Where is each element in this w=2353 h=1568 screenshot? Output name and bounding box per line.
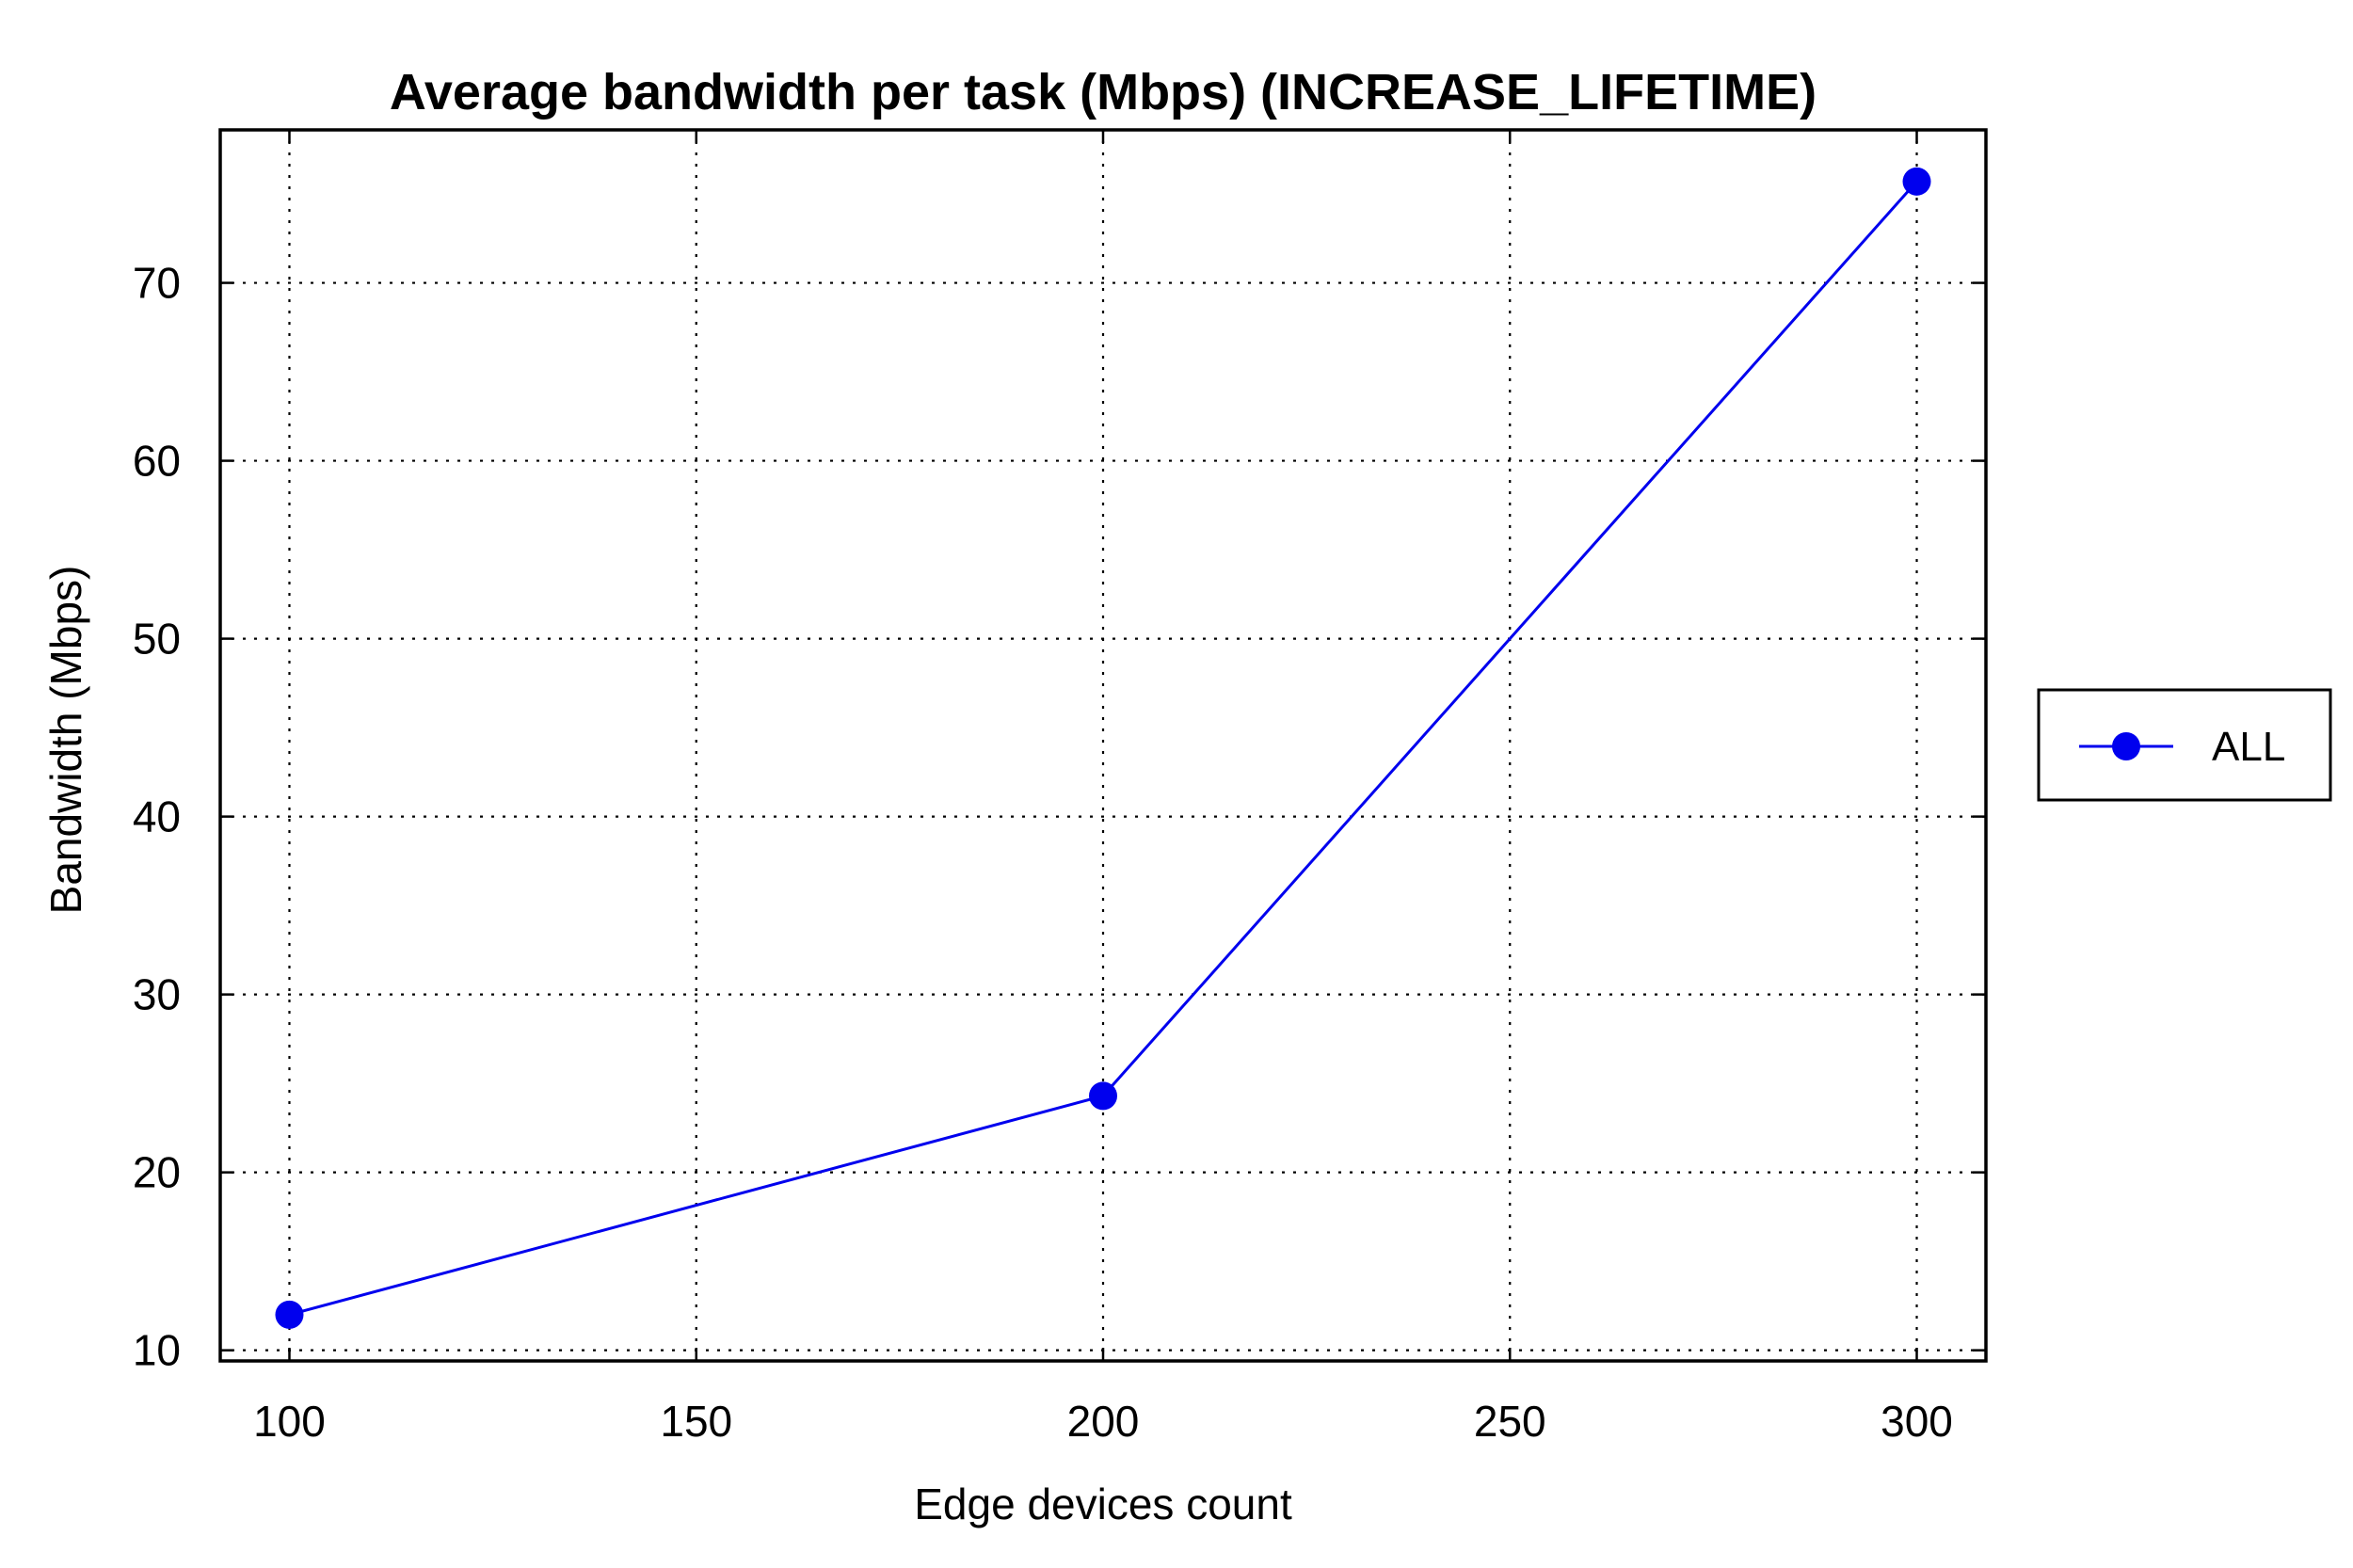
legend-marker-all <box>2112 732 2140 760</box>
plot-frame <box>218 128 1988 1363</box>
y-tick-label: 40 <box>133 792 181 841</box>
data-point <box>275 1300 304 1329</box>
x-tick-label: 200 <box>1067 1397 1140 1446</box>
y-tick-label: 10 <box>133 1326 181 1375</box>
y-tick-label: 50 <box>133 615 181 664</box>
axis-ticks <box>220 130 1986 1361</box>
legend-label-all: ALL <box>2212 724 2285 770</box>
y-tick-label: 20 <box>133 1148 181 1197</box>
y-axis-label: Bandwidth (Mbps) <box>41 566 90 915</box>
grid-lines <box>220 130 1986 1361</box>
x-axis-label: Edge devices count <box>914 1480 1292 1528</box>
data-point <box>1089 1081 1117 1111</box>
chart-title: Average bandwidth per task (Mbps) (INCRE… <box>390 64 1817 120</box>
series-line <box>289 180 1918 1317</box>
y-tick-labels: 10 20 30 40 50 60 70 <box>133 259 181 1375</box>
x-tick-label: 100 <box>253 1397 326 1446</box>
x-tick-labels: 100 150 200 250 300 <box>253 1397 1953 1446</box>
x-tick-label: 300 <box>1881 1397 1953 1446</box>
x-tick-label: 150 <box>660 1397 732 1446</box>
series-lines <box>275 167 1931 1329</box>
x-tick-label: 250 <box>1474 1397 1546 1446</box>
y-tick-label: 70 <box>133 259 181 308</box>
y-tick-label: 30 <box>133 970 181 1019</box>
data-point <box>1902 167 1931 196</box>
y-tick-label: 60 <box>133 437 181 486</box>
legend: ALL <box>2037 688 2332 802</box>
